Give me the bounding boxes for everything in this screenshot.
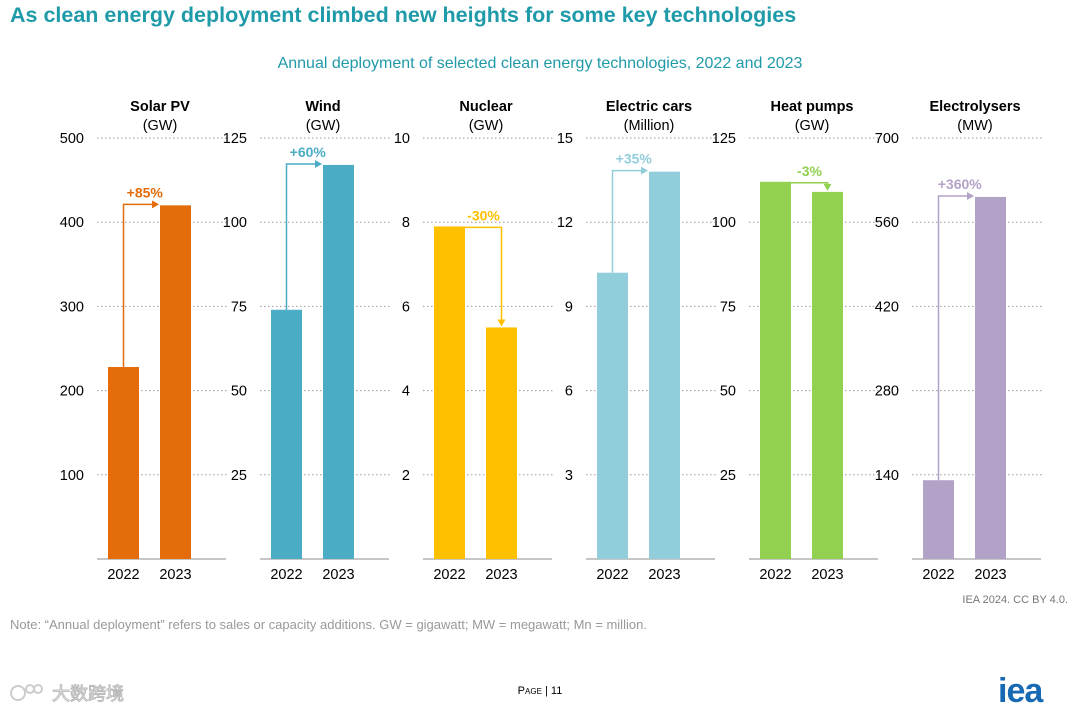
bar-2022 <box>760 181 791 559</box>
y-tick-label: 12 <box>557 215 573 231</box>
change-label: -30% <box>467 207 500 223</box>
arrow-head <box>497 319 506 327</box>
y-tick-label: 50 <box>720 384 736 400</box>
arrow-head <box>641 166 648 175</box>
bar-2023 <box>486 327 517 559</box>
y-tick-label: 700 <box>875 131 899 147</box>
bar-2023 <box>812 191 843 559</box>
y-tick-label: 25 <box>231 468 247 484</box>
x-tick-label: 2022 <box>922 567 954 583</box>
y-tick-label: 560 <box>875 215 899 231</box>
x-tick-label: 2023 <box>974 567 1006 583</box>
bar-2023 <box>649 171 680 559</box>
change-connector <box>611 169 642 273</box>
x-tick-label: 2022 <box>759 567 791 583</box>
x-tick-label: 2022 <box>107 567 139 583</box>
x-tick-label: 2022 <box>596 567 628 583</box>
change-connector <box>122 203 153 368</box>
y-tick-label: 125 <box>712 131 736 147</box>
arrow-head <box>823 183 832 191</box>
panel-unit: (GW) <box>306 118 341 134</box>
change-connector <box>937 195 968 481</box>
panel-unit: (MW) <box>957 118 992 134</box>
svg-text:iea: iea <box>998 672 1044 708</box>
y-tick-label: 75 <box>231 299 247 315</box>
bar-2022 <box>923 480 954 559</box>
x-tick-label: 2023 <box>322 567 354 583</box>
change-connector <box>285 163 316 310</box>
change-connector <box>465 226 503 321</box>
y-tick-label: 200 <box>60 384 84 400</box>
panel-title: Electrolysers <box>929 99 1020 115</box>
panel-unit: (GW) <box>143 118 178 134</box>
iea-logo: iea <box>998 672 1045 708</box>
y-tick-label: 100 <box>223 215 247 231</box>
y-tick-label: 500 <box>60 131 84 147</box>
arrow-head <box>152 200 159 209</box>
y-tick-label: 300 <box>60 299 84 315</box>
y-tick-label: 4 <box>402 384 410 400</box>
bar-2023 <box>975 196 1006 559</box>
panel-unit: (GW) <box>469 118 504 134</box>
bar-2022 <box>271 309 302 559</box>
credit-text: IEA 2024. CC BY 4.0. <box>962 594 1068 606</box>
chart-subtitle: Annual deployment of selected clean ener… <box>277 55 803 72</box>
y-tick-label: 2 <box>402 468 410 484</box>
svg-text:大数跨境: 大数跨境 <box>52 684 124 705</box>
page-separator: | <box>541 685 551 697</box>
charts-area: Solar PV (GW) 100 200 300 400 500 2022 2023 +85% W… <box>60 99 1043 583</box>
arrow-head <box>967 191 974 200</box>
y-tick-label: 9 <box>565 299 573 315</box>
y-tick-label: 15 <box>557 131 573 147</box>
y-tick-label: 25 <box>720 468 736 484</box>
panel-title: Solar PV <box>130 99 190 115</box>
note-text: Note: “Annual deployment” refers to sale… <box>10 617 647 632</box>
y-tick-label: 400 <box>60 215 84 231</box>
y-tick-label: 10 <box>394 131 410 147</box>
x-tick-label: 2022 <box>433 567 465 583</box>
bar-2022 <box>108 367 139 559</box>
y-tick-label: 75 <box>720 299 736 315</box>
y-tick-label: 6 <box>565 384 573 400</box>
y-tick-label: 50 <box>231 384 247 400</box>
change-label: -3% <box>797 163 822 179</box>
page-title: As clean energy deployment climbed new h… <box>10 3 797 27</box>
y-tick-label: 125 <box>223 131 247 147</box>
bar-2022 <box>597 272 628 559</box>
arrow-head <box>315 159 322 168</box>
panel-unit: (Million) <box>624 118 675 134</box>
panel-title: Nuclear <box>459 99 513 115</box>
page-number-value: 11 <box>550 685 563 697</box>
x-tick-label: 2023 <box>159 567 191 583</box>
panel-title: Wind <box>305 99 340 115</box>
y-tick-label: 100 <box>712 215 736 231</box>
change-connector <box>791 182 829 185</box>
y-tick-label: 420 <box>875 299 899 315</box>
x-tick-label: 2023 <box>485 567 517 583</box>
change-label: +85% <box>127 184 164 200</box>
change-label: +360% <box>938 176 983 192</box>
x-tick-label: 2022 <box>270 567 302 583</box>
y-tick-label: 8 <box>402 215 410 231</box>
y-tick-label: 280 <box>875 384 899 400</box>
bar-2023 <box>323 164 354 559</box>
change-label: +35% <box>616 151 653 167</box>
y-tick-label: 3 <box>565 468 573 484</box>
y-tick-label: 140 <box>875 468 899 484</box>
bar-2023 <box>160 205 191 560</box>
y-tick-label: 6 <box>402 299 410 315</box>
page-word: Page <box>517 685 542 697</box>
panel-title: Heat pumps <box>771 99 854 115</box>
page-number: Page | 11 <box>0 685 1080 697</box>
panel-unit: (GW) <box>795 118 830 134</box>
change-label: +60% <box>290 144 327 160</box>
panel-title: Electric cars <box>606 99 692 115</box>
bar-2022 <box>434 226 465 559</box>
x-tick-label: 2023 <box>648 567 680 583</box>
brand-watermark-icon: 大数跨境 <box>10 684 125 706</box>
y-tick-label: 100 <box>60 468 84 484</box>
x-tick-label: 2023 <box>811 567 843 583</box>
